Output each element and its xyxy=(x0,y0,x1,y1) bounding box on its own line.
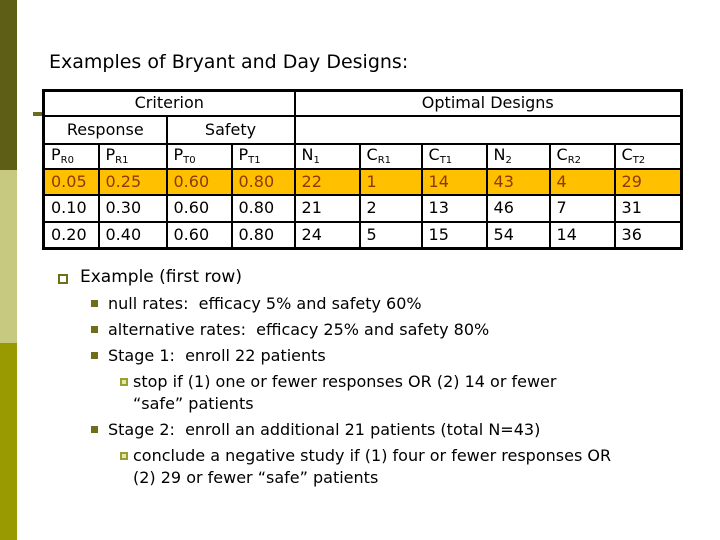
data-cell: 1 xyxy=(358,167,423,196)
bullet-stage1: Stage 1: enroll 22 patients xyxy=(108,346,326,365)
data-cell: 22 xyxy=(293,167,361,196)
designs-table: Criterion Optimal Designs Response Safet… xyxy=(42,89,684,250)
criterion-header: Criterion xyxy=(42,89,296,117)
level3-bullet-icon xyxy=(120,378,128,386)
data-cell: 14 xyxy=(548,220,616,250)
data-cell: 29 xyxy=(613,167,683,196)
bullet-alternative-rates: alternative rates: efficacy 25% and safe… xyxy=(108,320,490,339)
table-row-highlighted: 0.05 0.25 0.60 0.80 22 1 14 43 4 29 xyxy=(42,167,683,196)
header-cell: PT1 xyxy=(230,142,296,170)
data-cell: 24 xyxy=(293,220,361,250)
level2-bullet-icon xyxy=(91,326,98,333)
data-cell: 14 xyxy=(420,167,488,196)
data-cell: 4 xyxy=(548,167,616,196)
header-cell: N1 xyxy=(293,142,361,170)
data-cell: 0.05 xyxy=(42,167,100,196)
bullet-example: Example (first row) xyxy=(80,267,242,287)
header-cell: CT2 xyxy=(613,142,683,170)
data-cell: 0.60 xyxy=(165,193,233,223)
table-row-subgroup-headers: Response Safety xyxy=(42,114,683,145)
data-cell: 43 xyxy=(485,167,551,196)
data-cell: 0.80 xyxy=(230,220,296,250)
data-cell: 36 xyxy=(613,220,683,250)
table-row-column-headers: PR0 PR1 PT0 PT1 N1 CR1 CT1 N2 CR2 CT2 xyxy=(42,142,683,170)
data-cell: 0.60 xyxy=(165,167,233,196)
data-cell: 54 xyxy=(485,220,551,250)
data-cell: 0.60 xyxy=(165,220,233,250)
data-cell: 5 xyxy=(358,220,423,250)
level1-bullet-icon xyxy=(58,274,68,284)
data-cell: 0.40 xyxy=(97,220,168,250)
empty-subgroup-cell xyxy=(293,114,683,145)
sidebar-accent-dark xyxy=(0,0,17,170)
bullet-stage1-stop-rule: stop if (1) one or fewer responses OR (2… xyxy=(133,372,557,413)
data-cell: 0.80 xyxy=(230,167,296,196)
level2-bullet-icon xyxy=(91,300,98,307)
bullet-stage2-conclude-rule: conclude a negative study if (1) four or… xyxy=(133,446,612,487)
data-cell: 21 xyxy=(293,193,361,223)
header-cell: PT0 xyxy=(165,142,233,170)
header-cell: PR1 xyxy=(97,142,168,170)
table-row-group-headers: Criterion Optimal Designs xyxy=(42,89,683,117)
accent-dash xyxy=(33,112,43,116)
data-cell: 15 xyxy=(420,220,488,250)
data-cell: 46 xyxy=(485,193,551,223)
data-cell: 13 xyxy=(420,193,488,223)
header-cell: CR1 xyxy=(358,142,423,170)
response-header: Response xyxy=(42,114,168,145)
data-cell: 0.30 xyxy=(97,193,168,223)
bullet-stage2: Stage 2: enroll an additional 21 patient… xyxy=(108,420,541,439)
table-row: 0.20 0.40 0.60 0.80 24 5 15 54 14 36 xyxy=(42,220,683,250)
data-cell: 0.80 xyxy=(230,193,296,223)
data-cell: 0.20 xyxy=(42,220,100,250)
bullet-null-rates: null rates: efficacy 5% and safety 60% xyxy=(108,294,422,313)
data-cell: 0.10 xyxy=(42,193,100,223)
header-cell: CR2 xyxy=(548,142,616,170)
optimal-designs-header: Optimal Designs xyxy=(293,89,683,117)
sidebar-accent-light xyxy=(0,170,17,343)
level2-bullet-icon xyxy=(91,426,98,433)
header-cell: CT1 xyxy=(420,142,488,170)
sidebar-accent-olive xyxy=(0,343,17,540)
data-cell: 0.25 xyxy=(97,167,168,196)
header-cell: PR0 xyxy=(42,142,100,170)
page-title: Examples of Bryant and Day Designs: xyxy=(49,51,409,73)
data-cell: 2 xyxy=(358,193,423,223)
table-row: 0.10 0.30 0.60 0.80 21 2 13 46 7 31 xyxy=(42,193,683,223)
data-cell: 7 xyxy=(548,193,616,223)
level2-bullet-icon xyxy=(91,352,98,359)
data-cell: 31 xyxy=(613,193,683,223)
safety-header: Safety xyxy=(165,114,296,145)
header-cell: N2 xyxy=(485,142,551,170)
level3-bullet-icon xyxy=(120,452,128,460)
